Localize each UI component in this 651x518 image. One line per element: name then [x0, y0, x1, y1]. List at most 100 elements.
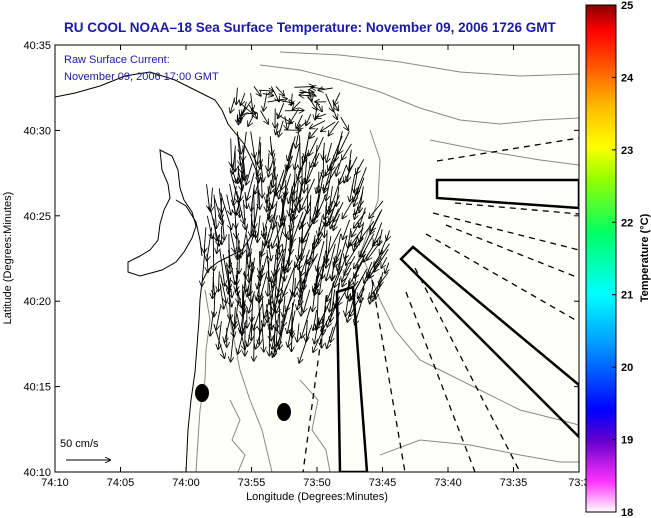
current-vector — [295, 277, 296, 297]
current-vector — [291, 211, 295, 231]
current-vector — [263, 92, 268, 111]
current-vector — [236, 313, 245, 350]
bathy-contour — [379, 439, 579, 463]
current-vector — [288, 310, 296, 347]
y-axis: 40:35 40:30 40:25 40:20 40:15 40:10 — [23, 40, 579, 479]
buoy-marker — [195, 384, 209, 402]
current-vector — [302, 227, 310, 243]
colorbar-ticks: 25 24 23 22 21 20 19 18 — [612, 0, 634, 518]
current-vector — [304, 155, 308, 193]
current-vector — [251, 313, 252, 341]
current-vector — [237, 240, 239, 257]
current-vector — [342, 143, 352, 160]
current-vector — [301, 307, 311, 337]
current-vector — [303, 208, 320, 242]
current-vector — [270, 86, 279, 101]
current-vector — [339, 131, 350, 153]
current-vector — [334, 255, 347, 287]
current-vector — [249, 257, 255, 295]
current-vector — [301, 249, 310, 276]
current-vector — [385, 262, 389, 273]
current-vector — [317, 292, 318, 329]
current-vector — [225, 314, 232, 342]
current-vector — [262, 94, 273, 96]
x-tick-label: 73:55 — [238, 477, 266, 489]
current-vector — [342, 267, 352, 286]
current-vector — [254, 220, 256, 238]
current-vector — [278, 215, 287, 248]
current-vector — [285, 253, 292, 271]
current-vector — [214, 218, 217, 241]
current-vector — [263, 222, 265, 239]
current-vector — [238, 114, 239, 124]
current-vector — [350, 173, 356, 201]
current-vector — [354, 235, 359, 250]
current-vector — [244, 199, 246, 229]
current-vector — [288, 150, 293, 170]
current-vector — [371, 211, 382, 232]
current-vector — [220, 274, 227, 303]
current-vector — [297, 285, 304, 309]
current-vector — [276, 123, 278, 135]
buoy-marker — [277, 403, 291, 421]
current-vector — [312, 194, 320, 222]
current-vector — [358, 271, 372, 298]
current-vector — [227, 250, 234, 284]
current-vector — [288, 142, 294, 160]
current-vector — [249, 248, 251, 268]
current-vector — [343, 219, 351, 239]
current-vector — [334, 202, 344, 222]
current-vector — [260, 271, 268, 300]
current-vector — [331, 311, 340, 342]
current-vector — [248, 316, 254, 346]
current-vector — [267, 99, 287, 103]
outline-box-diagonal — [399, 245, 579, 439]
current-vector — [277, 263, 285, 298]
current-vector — [291, 327, 292, 352]
current-vector — [272, 218, 285, 248]
current-vector — [313, 275, 318, 311]
current-vector — [222, 209, 225, 240]
x-tick-label: 73:3 — [568, 477, 589, 489]
current-vector — [314, 193, 327, 223]
current-vector — [336, 233, 342, 263]
bay-outline — [127, 149, 197, 277]
current-vector — [374, 243, 390, 267]
current-vector — [352, 222, 360, 237]
current-vector — [246, 240, 248, 278]
current-vector — [338, 285, 350, 306]
current-vector — [364, 242, 376, 262]
current-vector — [324, 163, 340, 190]
bathy-contour — [229, 399, 246, 472]
current-vector — [206, 184, 210, 210]
current-vector — [248, 115, 254, 126]
current-vector — [216, 306, 222, 329]
current-vector — [310, 127, 319, 138]
current-vector — [346, 296, 349, 316]
current-vector — [339, 164, 347, 184]
current-vector — [319, 258, 325, 294]
current-vector — [298, 237, 300, 260]
current-vector — [325, 159, 335, 176]
current-vector — [313, 309, 318, 330]
current-vector — [307, 233, 323, 263]
current-vector — [333, 109, 337, 119]
current-vector — [207, 227, 213, 261]
x-axis-label: Longitude (Degrees:Minutes) — [246, 491, 388, 503]
current-vector — [226, 194, 231, 215]
current-vector — [289, 179, 296, 203]
current-vector — [334, 249, 342, 267]
current-vector — [221, 197, 222, 220]
current-vector — [247, 254, 249, 282]
bathy-contour — [429, 139, 579, 166]
current-vector — [354, 260, 364, 278]
current-vector — [309, 137, 318, 156]
bathy-contour — [195, 289, 211, 472]
current-vector — [267, 303, 268, 322]
scale-label: 50 cm/s — [60, 438, 99, 450]
current-vector — [213, 234, 214, 271]
current-vector — [300, 95, 317, 96]
current-vector — [296, 170, 300, 207]
current-vector — [275, 113, 292, 123]
